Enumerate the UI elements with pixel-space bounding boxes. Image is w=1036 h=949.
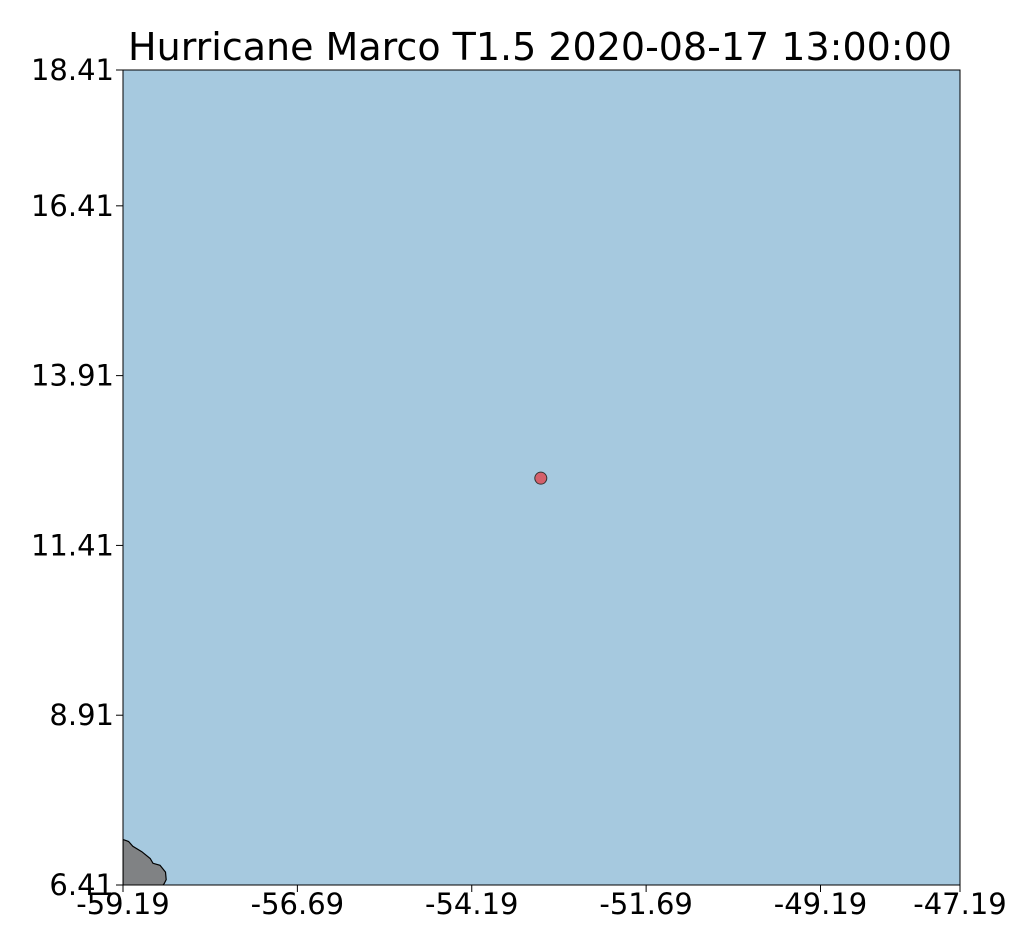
map-title: Hurricane Marco T1.5 2020-08-17 13:00:00 [128,25,952,69]
y-tick-label: 8.91 [49,698,114,732]
x-tick-label: -59.19 [76,887,170,921]
land-polygon [162,884,164,885]
y-tick-label: 16.41 [31,189,114,223]
land-layer [123,838,167,885]
y-tick-label: 11.41 [31,528,114,562]
x-tick-label: -47.19 [913,887,1007,921]
x-tick-label: -49.19 [774,887,868,921]
y-tick-label: 18.41 [31,53,114,87]
storm-center-marker [534,471,548,485]
y-tick-label: 6.41 [49,868,114,902]
x-tick-label: -51.69 [599,887,693,921]
y-tick-label: 13.91 [31,359,114,393]
land-polygon [123,838,167,885]
y-axis: 18.41 16.41 13.91 11.41 8.91 6.41 [31,53,123,902]
x-tick-label: -54.19 [425,887,519,921]
plot-frame [122,69,961,886]
x-tick-label: -56.69 [251,887,345,921]
x-axis: -59.19 -56.69 -54.19 -51.69 -49.19 -47.19 [76,885,1007,921]
storm-marker-layer [534,471,548,485]
